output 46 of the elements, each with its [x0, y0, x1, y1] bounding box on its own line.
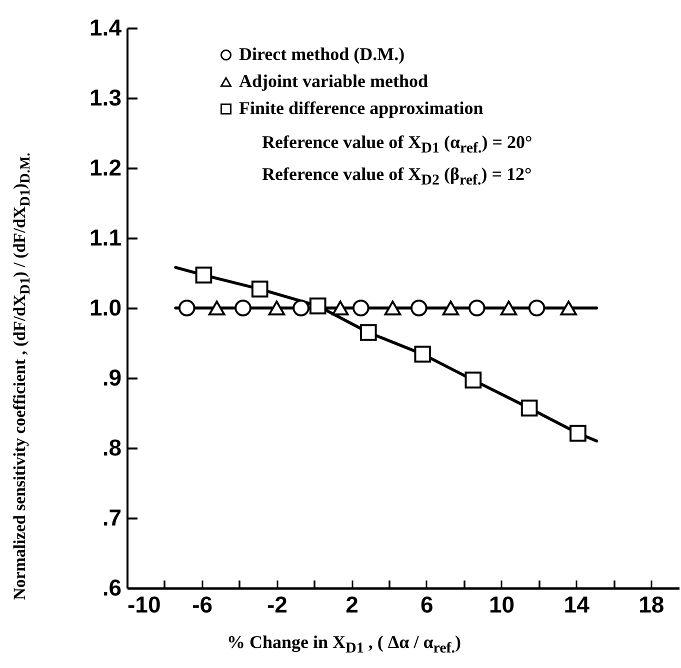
point: [570, 424, 586, 442]
point: [309, 297, 326, 314]
y-tick-label: 1.3: [90, 84, 122, 110]
x-tick-label: 18: [638, 592, 664, 618]
line-series: [174, 266, 598, 442]
point: [414, 346, 432, 363]
x-tick-label: 14: [564, 592, 590, 618]
point: [410, 300, 428, 316]
point: [332, 300, 349, 316]
point: [520, 400, 538, 417]
y-tick-label: .7: [102, 504, 122, 530]
point: [360, 324, 377, 341]
point: [178, 300, 196, 316]
x-tick-label: -2: [266, 592, 288, 618]
y-tick-label: 1.0: [90, 294, 122, 320]
point: [208, 300, 226, 316]
x-tick-label: 6: [420, 592, 434, 618]
point: [195, 266, 212, 284]
point: [384, 300, 402, 316]
y-tick-label: .6: [102, 574, 122, 600]
legend-label: Direct method (D.M.): [239, 44, 405, 64]
legend-label: Adjoint variable method: [239, 71, 428, 91]
y-tick-label: .9: [102, 364, 122, 390]
point: [468, 300, 486, 316]
y-tick-label: 1.1: [90, 224, 122, 250]
point: [500, 300, 518, 316]
annotation: Reference value of X$_{D2}$ (β$_{ref.}$) = 12°: [262, 164, 532, 190]
x-tick-label: -10: [128, 592, 161, 618]
point: [464, 372, 482, 389]
x-tick-label: -6: [192, 592, 213, 618]
point: [268, 300, 286, 316]
y-tick-label: 1.2: [90, 154, 122, 180]
x-tick-label: 2: [346, 592, 358, 618]
point: [251, 280, 268, 298]
annotation: Reference value of X$_{D1}$ (α$_{ref.}$) = 20°: [262, 132, 532, 158]
point: [560, 300, 578, 316]
point: [234, 300, 252, 316]
legend-label: Finite difference approximation: [239, 98, 484, 118]
point: [352, 300, 370, 316]
x-axis-title: % Change in X$_{D1}$ , ( Δα / α$_{ref.}$): [227, 632, 462, 658]
point: [528, 300, 546, 316]
point: [292, 300, 310, 316]
x-tick-label: 10: [488, 592, 515, 618]
point: [442, 300, 460, 316]
y-tick-label: 1.4: [90, 14, 122, 40]
y-tick-label: .8: [102, 434, 122, 460]
